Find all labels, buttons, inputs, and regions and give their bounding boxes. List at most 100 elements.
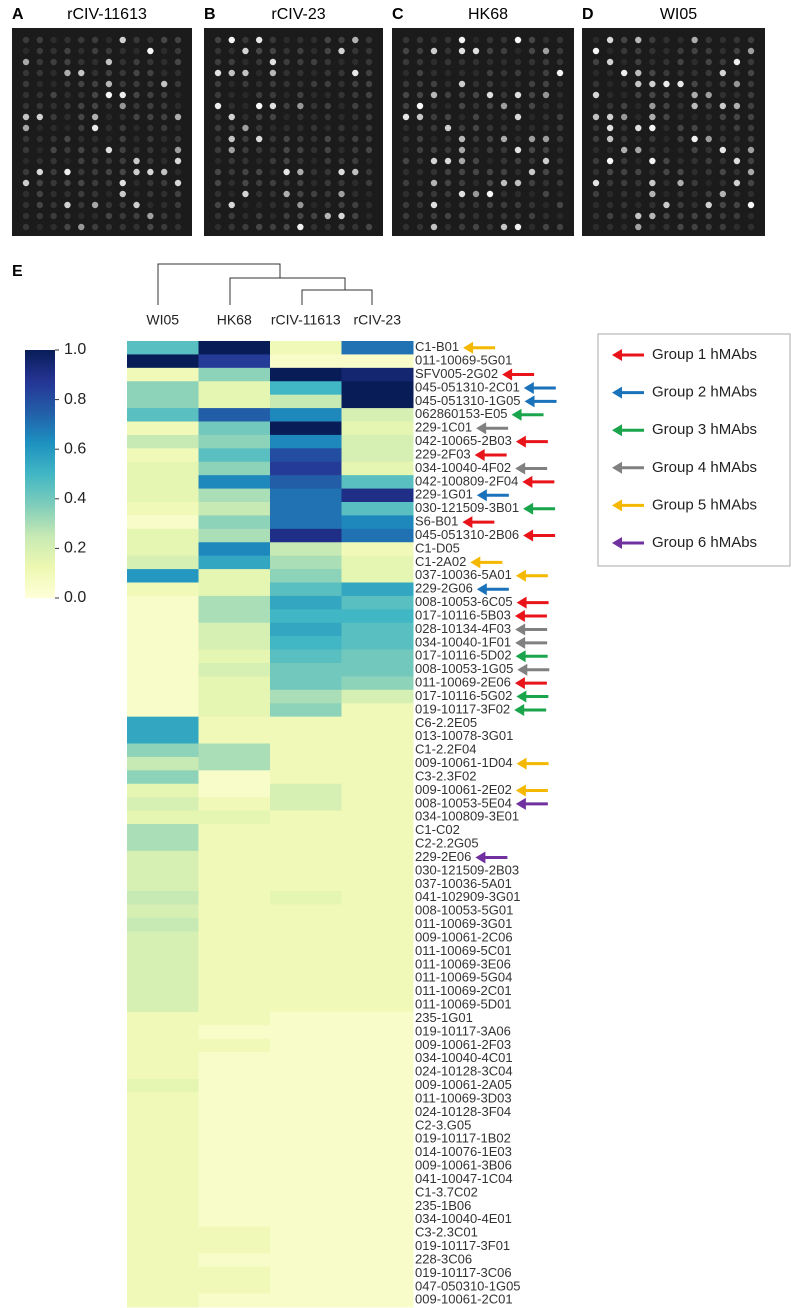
spot — [416, 124, 424, 132]
spot — [430, 113, 438, 121]
spot — [402, 223, 410, 231]
row-label: 037-10036-5A01 — [415, 876, 512, 891]
spot — [324, 69, 332, 77]
arrow-head — [514, 703, 525, 716]
row-label: 030-121509-2B03 — [415, 862, 519, 877]
spot — [649, 124, 656, 132]
legend-label: Group 4 hMAbs — [652, 459, 757, 476]
arrow-head — [523, 381, 534, 394]
spot — [663, 179, 670, 187]
spot — [677, 168, 684, 176]
spot — [620, 179, 628, 187]
group-arrow — [516, 757, 549, 770]
heatmap-cell — [127, 1293, 199, 1308]
colorbar-tick-label: 0.0 — [64, 589, 86, 606]
spot — [458, 113, 466, 121]
spot — [402, 146, 410, 154]
row-label: 014-10076-1E03 — [415, 1144, 512, 1159]
spot — [133, 201, 140, 209]
panel-title: rCIV-11613 — [67, 6, 147, 23]
heatmap-cell — [127, 394, 199, 409]
heatmap-cell — [198, 434, 271, 449]
spot — [269, 124, 277, 132]
spot — [430, 157, 438, 165]
spot — [747, 223, 755, 231]
spot — [458, 179, 466, 187]
spot — [416, 113, 424, 121]
spot — [324, 91, 332, 99]
spot — [472, 168, 480, 176]
spot — [620, 157, 628, 165]
heatmap-cell — [198, 837, 271, 852]
heatmap-cell — [198, 475, 271, 490]
arrow-head — [516, 757, 527, 770]
colorbar-tick-label: 0.4 — [64, 490, 86, 507]
spot — [677, 135, 684, 143]
spot — [242, 168, 249, 176]
heatmap-cell — [127, 1172, 199, 1187]
spot — [297, 113, 304, 121]
heatmap-cell — [127, 689, 199, 704]
spot — [500, 190, 508, 198]
spot — [677, 69, 684, 77]
spot — [663, 58, 670, 66]
spot — [255, 168, 263, 176]
spot — [310, 58, 318, 66]
spot — [402, 69, 410, 77]
spot — [174, 135, 182, 143]
spot — [242, 102, 249, 110]
column-label: HK68 — [217, 312, 252, 328]
spot — [147, 157, 154, 165]
row-label: 019-10117-3F02 — [415, 701, 510, 716]
heatmap-cell — [127, 1226, 199, 1241]
spot — [705, 69, 712, 77]
heatmap-cell — [127, 636, 199, 651]
spot — [733, 179, 741, 187]
spot — [592, 124, 600, 132]
heatmap-cell — [341, 730, 414, 744]
spot — [147, 91, 154, 99]
spot — [500, 135, 508, 143]
spot — [242, 113, 249, 121]
spot — [133, 168, 140, 176]
spot — [36, 80, 44, 88]
row-label: 045-051310-2C01 — [415, 379, 520, 394]
spot — [174, 223, 182, 231]
spot — [663, 212, 670, 220]
heatmap-cell — [198, 958, 271, 973]
spot — [542, 212, 550, 220]
spot — [719, 190, 727, 198]
spot — [147, 201, 154, 209]
spot — [147, 47, 154, 55]
spot — [733, 91, 741, 99]
spot — [556, 69, 564, 77]
spot — [297, 58, 304, 66]
spot — [160, 102, 168, 110]
spot — [500, 201, 508, 209]
heatmap-cell — [127, 1092, 199, 1107]
heatmap-cell — [127, 381, 199, 396]
spot — [649, 157, 656, 165]
spot — [64, 168, 71, 176]
spot — [214, 102, 222, 110]
spot — [416, 58, 424, 66]
spot — [160, 223, 168, 231]
heatmap-cell — [127, 622, 199, 637]
spot — [91, 179, 99, 187]
spot — [174, 58, 182, 66]
column-label: WI05 — [146, 312, 179, 328]
spot — [50, 223, 57, 231]
heatmap-cell — [270, 716, 342, 731]
spot — [297, 168, 304, 176]
spot — [214, 47, 222, 55]
heatmap-cell — [198, 528, 271, 543]
spot — [78, 69, 85, 77]
spot — [22, 135, 30, 143]
spot — [514, 157, 522, 165]
heatmap-cell — [127, 877, 199, 892]
heatmap-cell — [198, 1226, 271, 1241]
spot — [705, 135, 712, 143]
heatmap-cell — [198, 1239, 271, 1254]
heatmap-cell — [198, 824, 271, 838]
spot — [747, 58, 755, 66]
